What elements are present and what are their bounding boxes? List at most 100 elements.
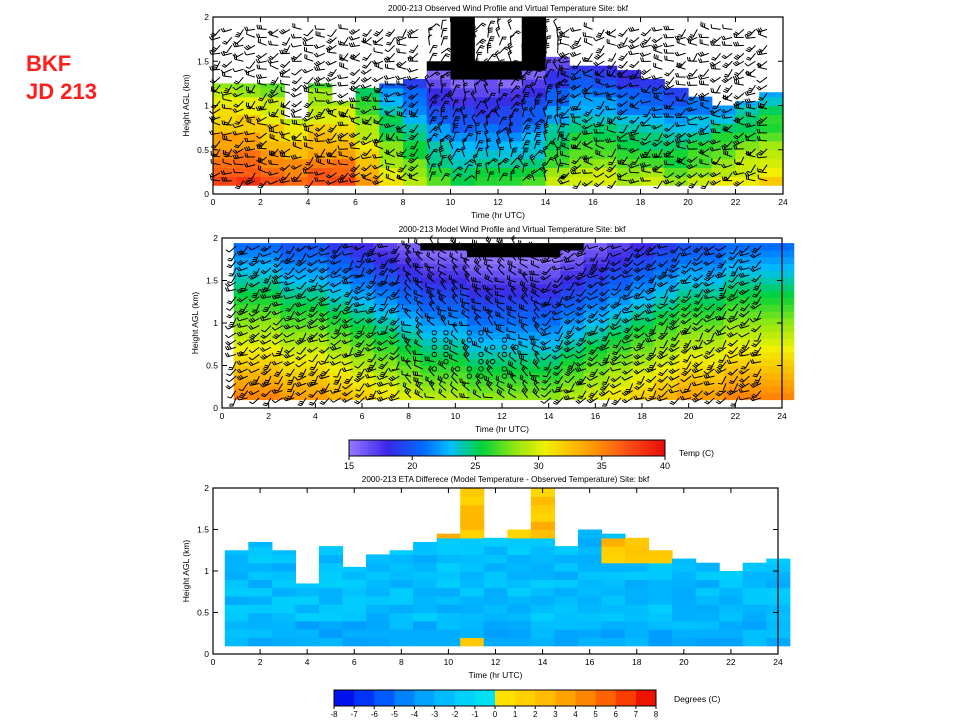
wind-barb-flag [260, 24, 263, 30]
temp-cell [521, 17, 547, 27]
wind-barb-flag [318, 81, 321, 86]
wind-barb-flag [391, 257, 396, 260]
wind-barb-flag [234, 53, 238, 57]
wind-barb-flag [343, 323, 347, 328]
wind-barb-flag [273, 268, 278, 273]
wind-barb-flag [248, 349, 253, 354]
wind-barb-flag [292, 87, 297, 91]
wind-barb [464, 175, 473, 182]
wind-barb-flag [516, 93, 521, 97]
wind-barb [644, 116, 652, 124]
wind-barb [584, 96, 593, 102]
wind-barb-flag [688, 81, 691, 86]
wind-barb-flag [475, 124, 480, 127]
wind-barb-flag [678, 62, 683, 66]
wind-barb [365, 60, 372, 69]
wind-barb [389, 37, 396, 46]
wind-barb-flag [595, 51, 600, 54]
wind-barb-flag [352, 29, 356, 33]
wind-barb-flag [247, 146, 251, 151]
wind-barb-flag [721, 176, 724, 181]
wind-barb-flag [410, 84, 415, 89]
wind-barb-flag [744, 34, 747, 39]
wind-barb-flag [528, 18, 533, 23]
wind-barb-flag [247, 89, 252, 92]
temp-cell [677, 270, 701, 278]
wind-barb [619, 132, 628, 139]
wind-barb-flag [463, 115, 468, 119]
temp-cell [373, 256, 398, 265]
wind-barb-flag [281, 51, 286, 54]
wind-barb-flag [281, 103, 286, 107]
wind-barb-flag [291, 72, 296, 76]
wind-barb-flag [723, 95, 728, 99]
wind-barb-flag [631, 26, 635, 31]
panel-title: 2000-213 Model Wind Profile and Virtual … [399, 225, 627, 234]
wind-barb-flag [319, 350, 323, 354]
temp-cell [630, 297, 655, 305]
wind-barb [362, 41, 372, 46]
wind-barb [225, 37, 233, 45]
wind-barb-flag [262, 404, 267, 407]
temp-cell [397, 345, 421, 353]
wind-barb-flag [271, 111, 276, 114]
wind-barb-flag [572, 65, 578, 68]
wind-barb-flag [294, 341, 299, 345]
wind-barb-flag [350, 42, 354, 47]
wind-barb-flag [304, 186, 309, 189]
wind-barb-flag [758, 119, 763, 123]
wind-barb-flag [631, 129, 636, 132]
temp-cell [373, 317, 398, 326]
temp-cell [443, 277, 468, 285]
temp-cell [467, 283, 491, 292]
temp-cell [607, 277, 631, 285]
temp-cell [420, 392, 445, 401]
wind-barb-flag [374, 105, 377, 110]
wind-barb-flag [531, 157, 536, 161]
wind-barb-flag [571, 138, 576, 141]
wind-barb-flag [228, 368, 233, 371]
wind-barb-flag [690, 183, 695, 186]
wind-barb-flag [485, 131, 489, 135]
temp-cell [759, 132, 784, 142]
wind-barb-flag [263, 402, 268, 405]
wind-barb-flag [450, 93, 454, 98]
temp-cell [616, 96, 642, 107]
temp-cell [397, 317, 421, 326]
wind-barb [400, 108, 407, 117]
temp-cell [759, 92, 784, 98]
wind-barb-flag [303, 37, 308, 41]
wind-barb-flag [356, 274, 361, 277]
wind-barb-flag [220, 170, 224, 175]
temp-cell [607, 290, 631, 299]
wind-barb-flag [314, 81, 317, 86]
wind-barb-flag [435, 94, 440, 97]
wind-barb-flag [244, 153, 247, 158]
wind-barb [298, 361, 307, 368]
wind-barb-flag [710, 128, 713, 133]
wind-barb [702, 68, 710, 77]
wind-barb-flag [549, 142, 554, 145]
wind-barb-flag [275, 274, 279, 278]
wind-barb-flag [327, 60, 331, 65]
wind-barb [487, 53, 494, 62]
temp-cell [513, 263, 538, 271]
wind-barb [213, 76, 221, 84]
wind-barb-flag [515, 79, 520, 82]
wind-barb [725, 92, 733, 100]
wind-barb-flag [396, 176, 401, 180]
temp-cell [560, 365, 585, 373]
wind-barb-flag [689, 97, 694, 100]
temp-cell [379, 158, 404, 169]
wind-barb [611, 148, 617, 158]
wind-barb-flag [476, 172, 481, 175]
wind-barb-flag [284, 259, 289, 264]
wind-barb-flag [745, 49, 750, 53]
temp-cell [355, 149, 380, 160]
wind-barb-flag [220, 51, 224, 56]
wind-barb [748, 68, 756, 76]
wind-barb-flag [283, 354, 287, 359]
wind-barb-flag [499, 146, 505, 149]
temp-cell [350, 249, 375, 258]
wind-barb-flag [390, 376, 394, 381]
